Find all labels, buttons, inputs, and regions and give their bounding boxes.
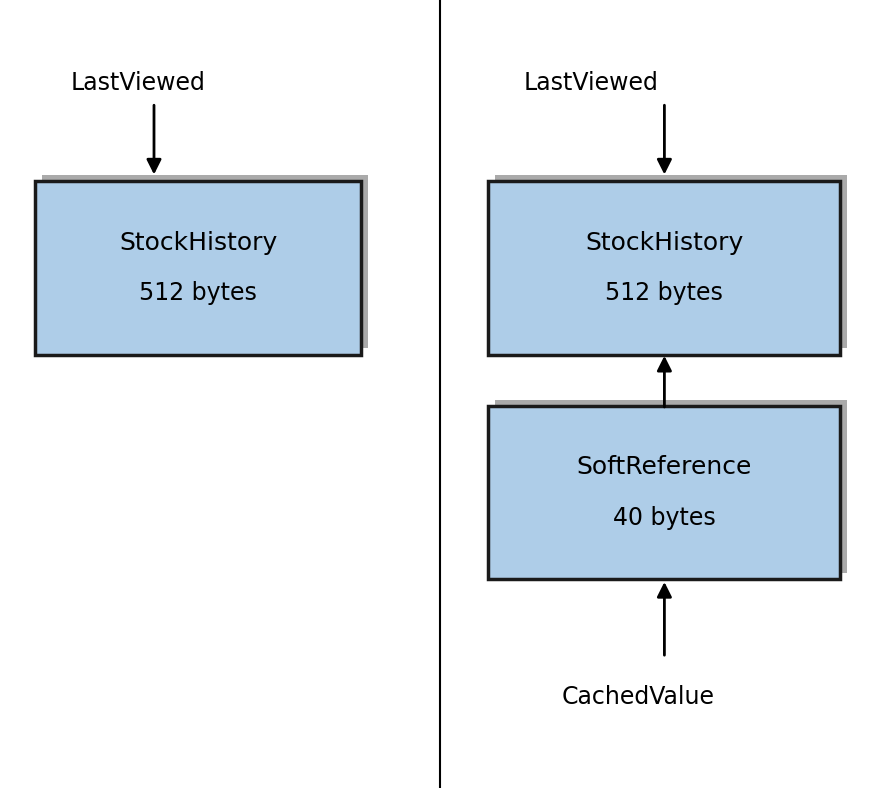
Text: 512 bytes: 512 bytes [139,281,257,305]
Text: CachedValue: CachedValue [561,686,715,709]
Text: LastViewed: LastViewed [70,71,205,95]
Bar [42,175,368,348]
Text: SoftReference: SoftReference [576,455,752,479]
Text: StockHistory: StockHistory [585,231,744,255]
Text: 40 bytes: 40 bytes [613,506,715,530]
Text: 512 bytes: 512 bytes [605,281,723,305]
Bar [488,406,840,579]
Bar [35,181,361,355]
Bar [488,181,840,355]
Bar [495,400,847,573]
Text: LastViewed: LastViewed [524,71,658,95]
Text: StockHistory: StockHistory [119,231,277,255]
Bar [495,175,847,348]
